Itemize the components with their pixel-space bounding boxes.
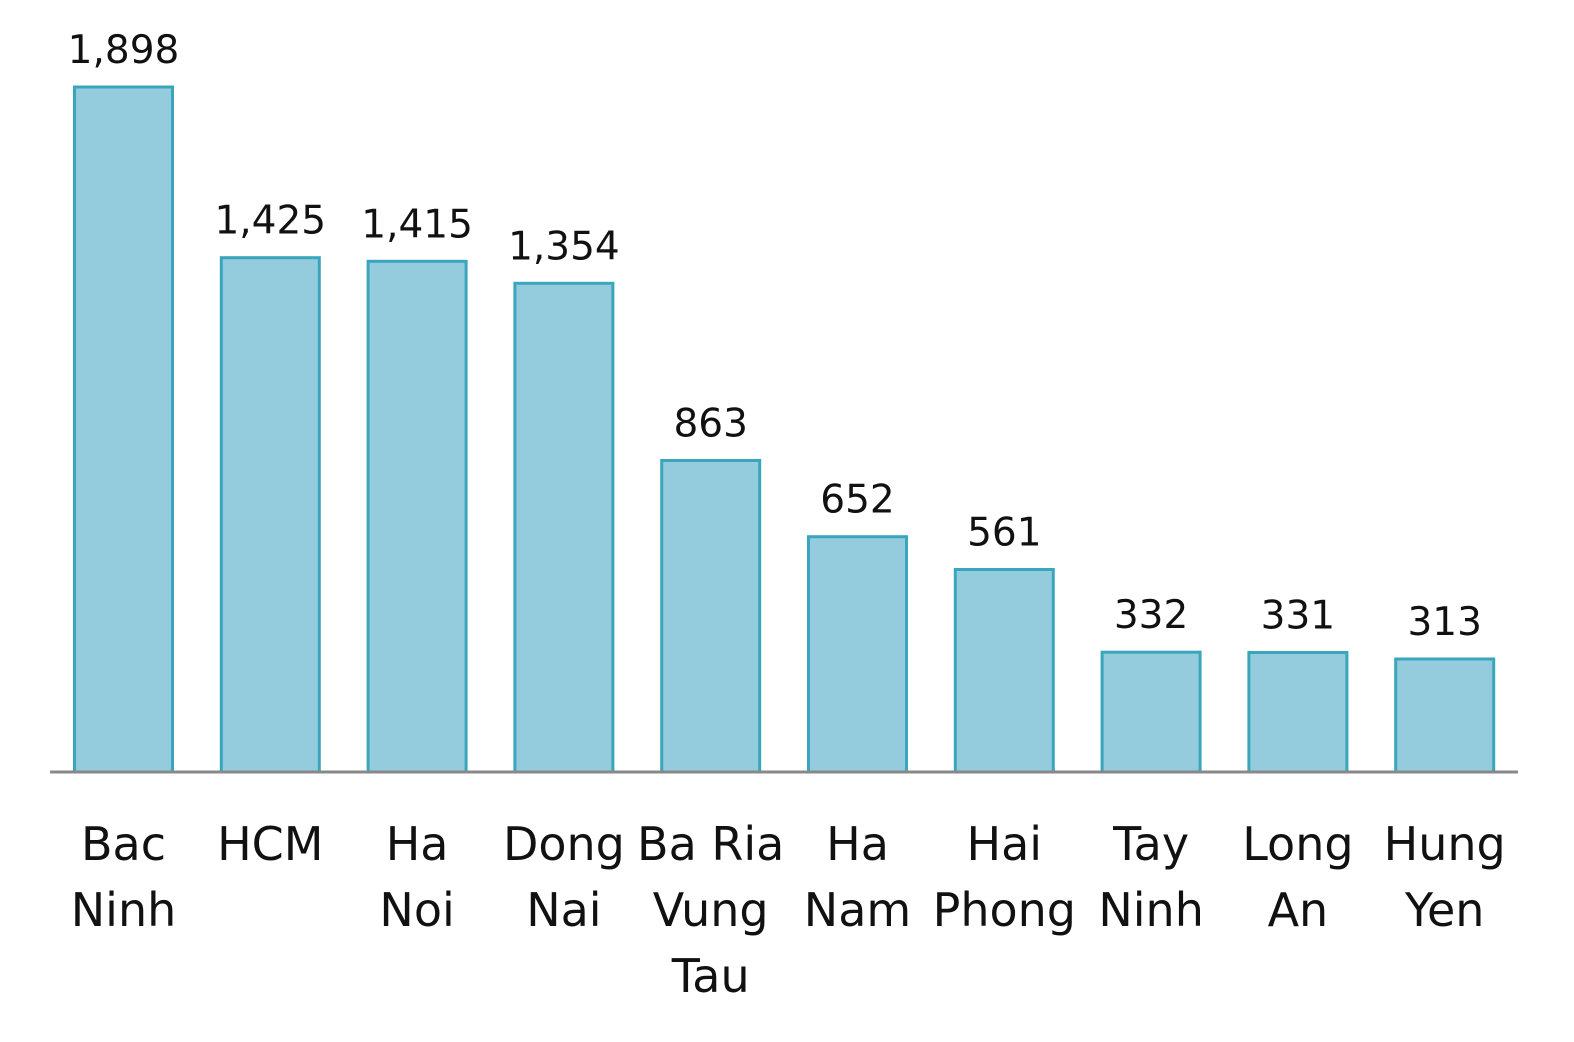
data-label: 652	[820, 478, 894, 523]
x-tick-label: Nai	[526, 883, 601, 937]
data-label: 331	[1261, 594, 1335, 639]
x-tick-label: Hai	[967, 817, 1043, 871]
data-label: 1,898	[68, 28, 180, 73]
value-labels-group: 1,898 1,425 1,415 1,354 863 652 561 332 331 313	[68, 28, 1482, 645]
bar	[219, 256, 321, 774]
bar	[513, 281, 615, 774]
bar	[73, 85, 174, 774]
x-tick-label: Tau	[671, 949, 750, 1003]
x-tick-label: Hung	[1384, 817, 1506, 871]
x-tick-label: Ninh	[1098, 883, 1204, 937]
x-tick-label: Ha	[826, 817, 889, 871]
data-label: 332	[1114, 593, 1188, 638]
x-tick-label: Bac	[81, 817, 166, 871]
x-tick-label: Phong	[933, 883, 1076, 937]
data-label: 1,425	[214, 199, 326, 244]
bar	[660, 459, 762, 774]
data-label: 313	[1407, 600, 1481, 645]
bar	[1247, 651, 1349, 774]
category-labels-group: Bac Ninh HCM Ha Noi Dong Nai Ba Ria Vung Tau Ha Nam…	[71, 817, 1506, 1003]
data-label: 1,354	[508, 224, 620, 269]
bar	[1100, 650, 1202, 774]
bar	[1394, 657, 1496, 774]
bar	[953, 568, 1055, 774]
x-tick-label: Ninh	[71, 883, 177, 937]
x-tick-label: An	[1268, 883, 1329, 937]
x-tick-label: Tay	[1112, 817, 1189, 871]
bar	[366, 259, 468, 774]
x-tick-label: Nam	[804, 883, 911, 937]
x-tick-label: Dong	[503, 817, 625, 871]
x-tick-label: Noi	[379, 883, 454, 937]
x-tick-label: Ha	[386, 817, 449, 871]
data-label: 1,415	[361, 202, 473, 247]
x-tick-label: HCM	[217, 817, 323, 871]
x-tick-label: Ba Ria	[637, 817, 784, 871]
x-tick-label: Vung	[653, 883, 769, 937]
bar	[807, 535, 908, 774]
x-tick-label: Yen	[1404, 883, 1484, 937]
bars-group	[73, 85, 1496, 774]
x-tick-label: Long	[1242, 817, 1353, 871]
data-label: 863	[673, 402, 747, 447]
data-label: 561	[967, 511, 1041, 556]
